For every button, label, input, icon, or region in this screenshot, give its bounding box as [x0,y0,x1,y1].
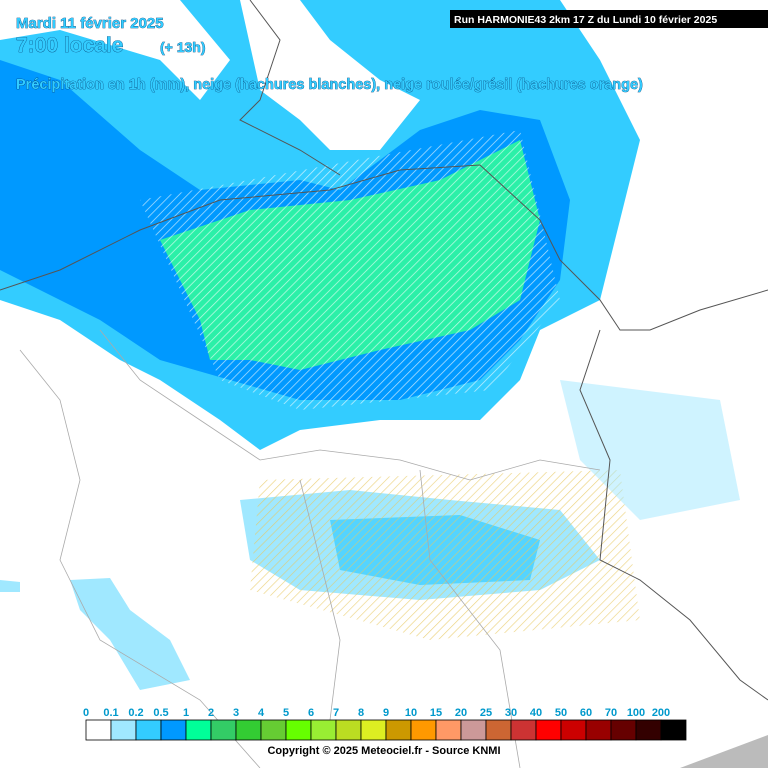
legend-label: 2 [208,707,214,719]
legend-swatch [510,719,537,741]
legend-label: 15 [430,707,442,719]
legend: 0 0.1 0.2 0.5 1 2 3 4 5 6 7 8 9 10 15 20 25 30 40 50 60 70 100… [83,707,687,741]
legend-label: 50 [555,707,567,719]
time: 7:00 locale [16,34,123,57]
offset: (+ 13h) [160,39,206,55]
legend-swatch [485,719,512,741]
legend-label: 0.1 [103,707,118,719]
legend-swatch [185,719,212,741]
legend-label: 7 [333,707,339,719]
legend-swatch [110,719,137,741]
legend-swatch [435,719,462,741]
legend-swatch [560,719,587,741]
legend-swatch [135,719,162,741]
legend-swatch [660,719,687,741]
legend-swatch [310,719,337,741]
legend-swatch [385,719,412,741]
legend-label: 9 [383,707,389,719]
legend-label: 1 [183,707,189,719]
legend-label: 4 [258,707,265,719]
legend-label: 25 [480,707,492,719]
legend-label: 6 [308,707,314,719]
legend-swatch [260,719,287,741]
date: Mardi 11 février 2025 [16,15,164,32]
legend-label: 30 [505,707,517,719]
legend-swatch [210,719,237,741]
legend-label: 20 [455,707,467,719]
subtitle: Précipitation en 1h (mm), neige (hachure… [16,77,643,93]
legend-swatch [360,719,387,741]
legend-label: 0.2 [128,707,143,719]
legend-swatch [635,719,662,741]
run-info: Run HARMONIE43 2km 17 Z du Lundi 10 févr… [454,14,717,26]
legend-label: 0.5 [153,707,168,719]
legend-swatch [285,719,312,741]
copyright: Copyright © 2025 Meteociel.fr - Source K… [267,745,500,757]
legend-label: 60 [580,707,592,719]
legend-label: 40 [530,707,542,719]
legend-label: 5 [283,707,289,719]
precipitation-field [0,0,740,690]
legend-label: 0 [83,707,89,719]
run-box [450,10,768,28]
legend-label: 200 [652,707,670,719]
legend-label: 100 [627,707,645,719]
legend-swatch [335,719,362,741]
legend-swatch [235,719,262,741]
legend-swatch [585,719,612,741]
legend-swatch [410,719,437,741]
legend-swatch [85,719,112,741]
legend-label: 10 [405,707,417,719]
legend-label: 70 [605,707,617,719]
legend-swatch [535,719,562,741]
legend-swatch [460,719,487,741]
corner-shade [680,735,768,768]
legend-swatch [160,719,187,741]
legend-label: 8 [358,707,364,719]
legend-swatch [610,719,637,741]
legend-label: 3 [233,707,239,719]
